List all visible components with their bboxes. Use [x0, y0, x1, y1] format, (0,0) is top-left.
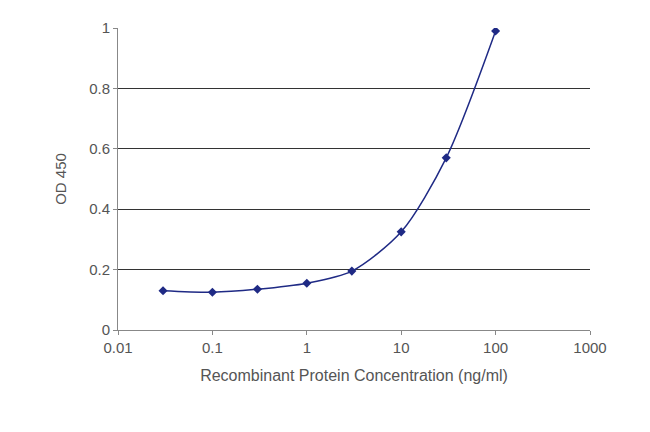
- svg-text:1: 1: [303, 339, 311, 356]
- svg-text:1: 1: [102, 19, 110, 36]
- svg-text:1000: 1000: [573, 339, 606, 356]
- svg-text:OD 450: OD 450: [52, 153, 69, 205]
- svg-text:Recombinant Protein Concentrat: Recombinant Protein Concentration (ng/ml…: [200, 367, 508, 384]
- svg-text:0.8: 0.8: [89, 80, 110, 97]
- svg-text:0.6: 0.6: [89, 140, 110, 157]
- svg-text:100: 100: [483, 339, 508, 356]
- svg-text:0.01: 0.01: [103, 339, 132, 356]
- svg-text:0.2: 0.2: [89, 261, 110, 278]
- svg-text:0.1: 0.1: [202, 339, 223, 356]
- svg-text:0.4: 0.4: [89, 200, 110, 217]
- svg-text:10: 10: [393, 339, 410, 356]
- svg-text:0: 0: [102, 321, 110, 338]
